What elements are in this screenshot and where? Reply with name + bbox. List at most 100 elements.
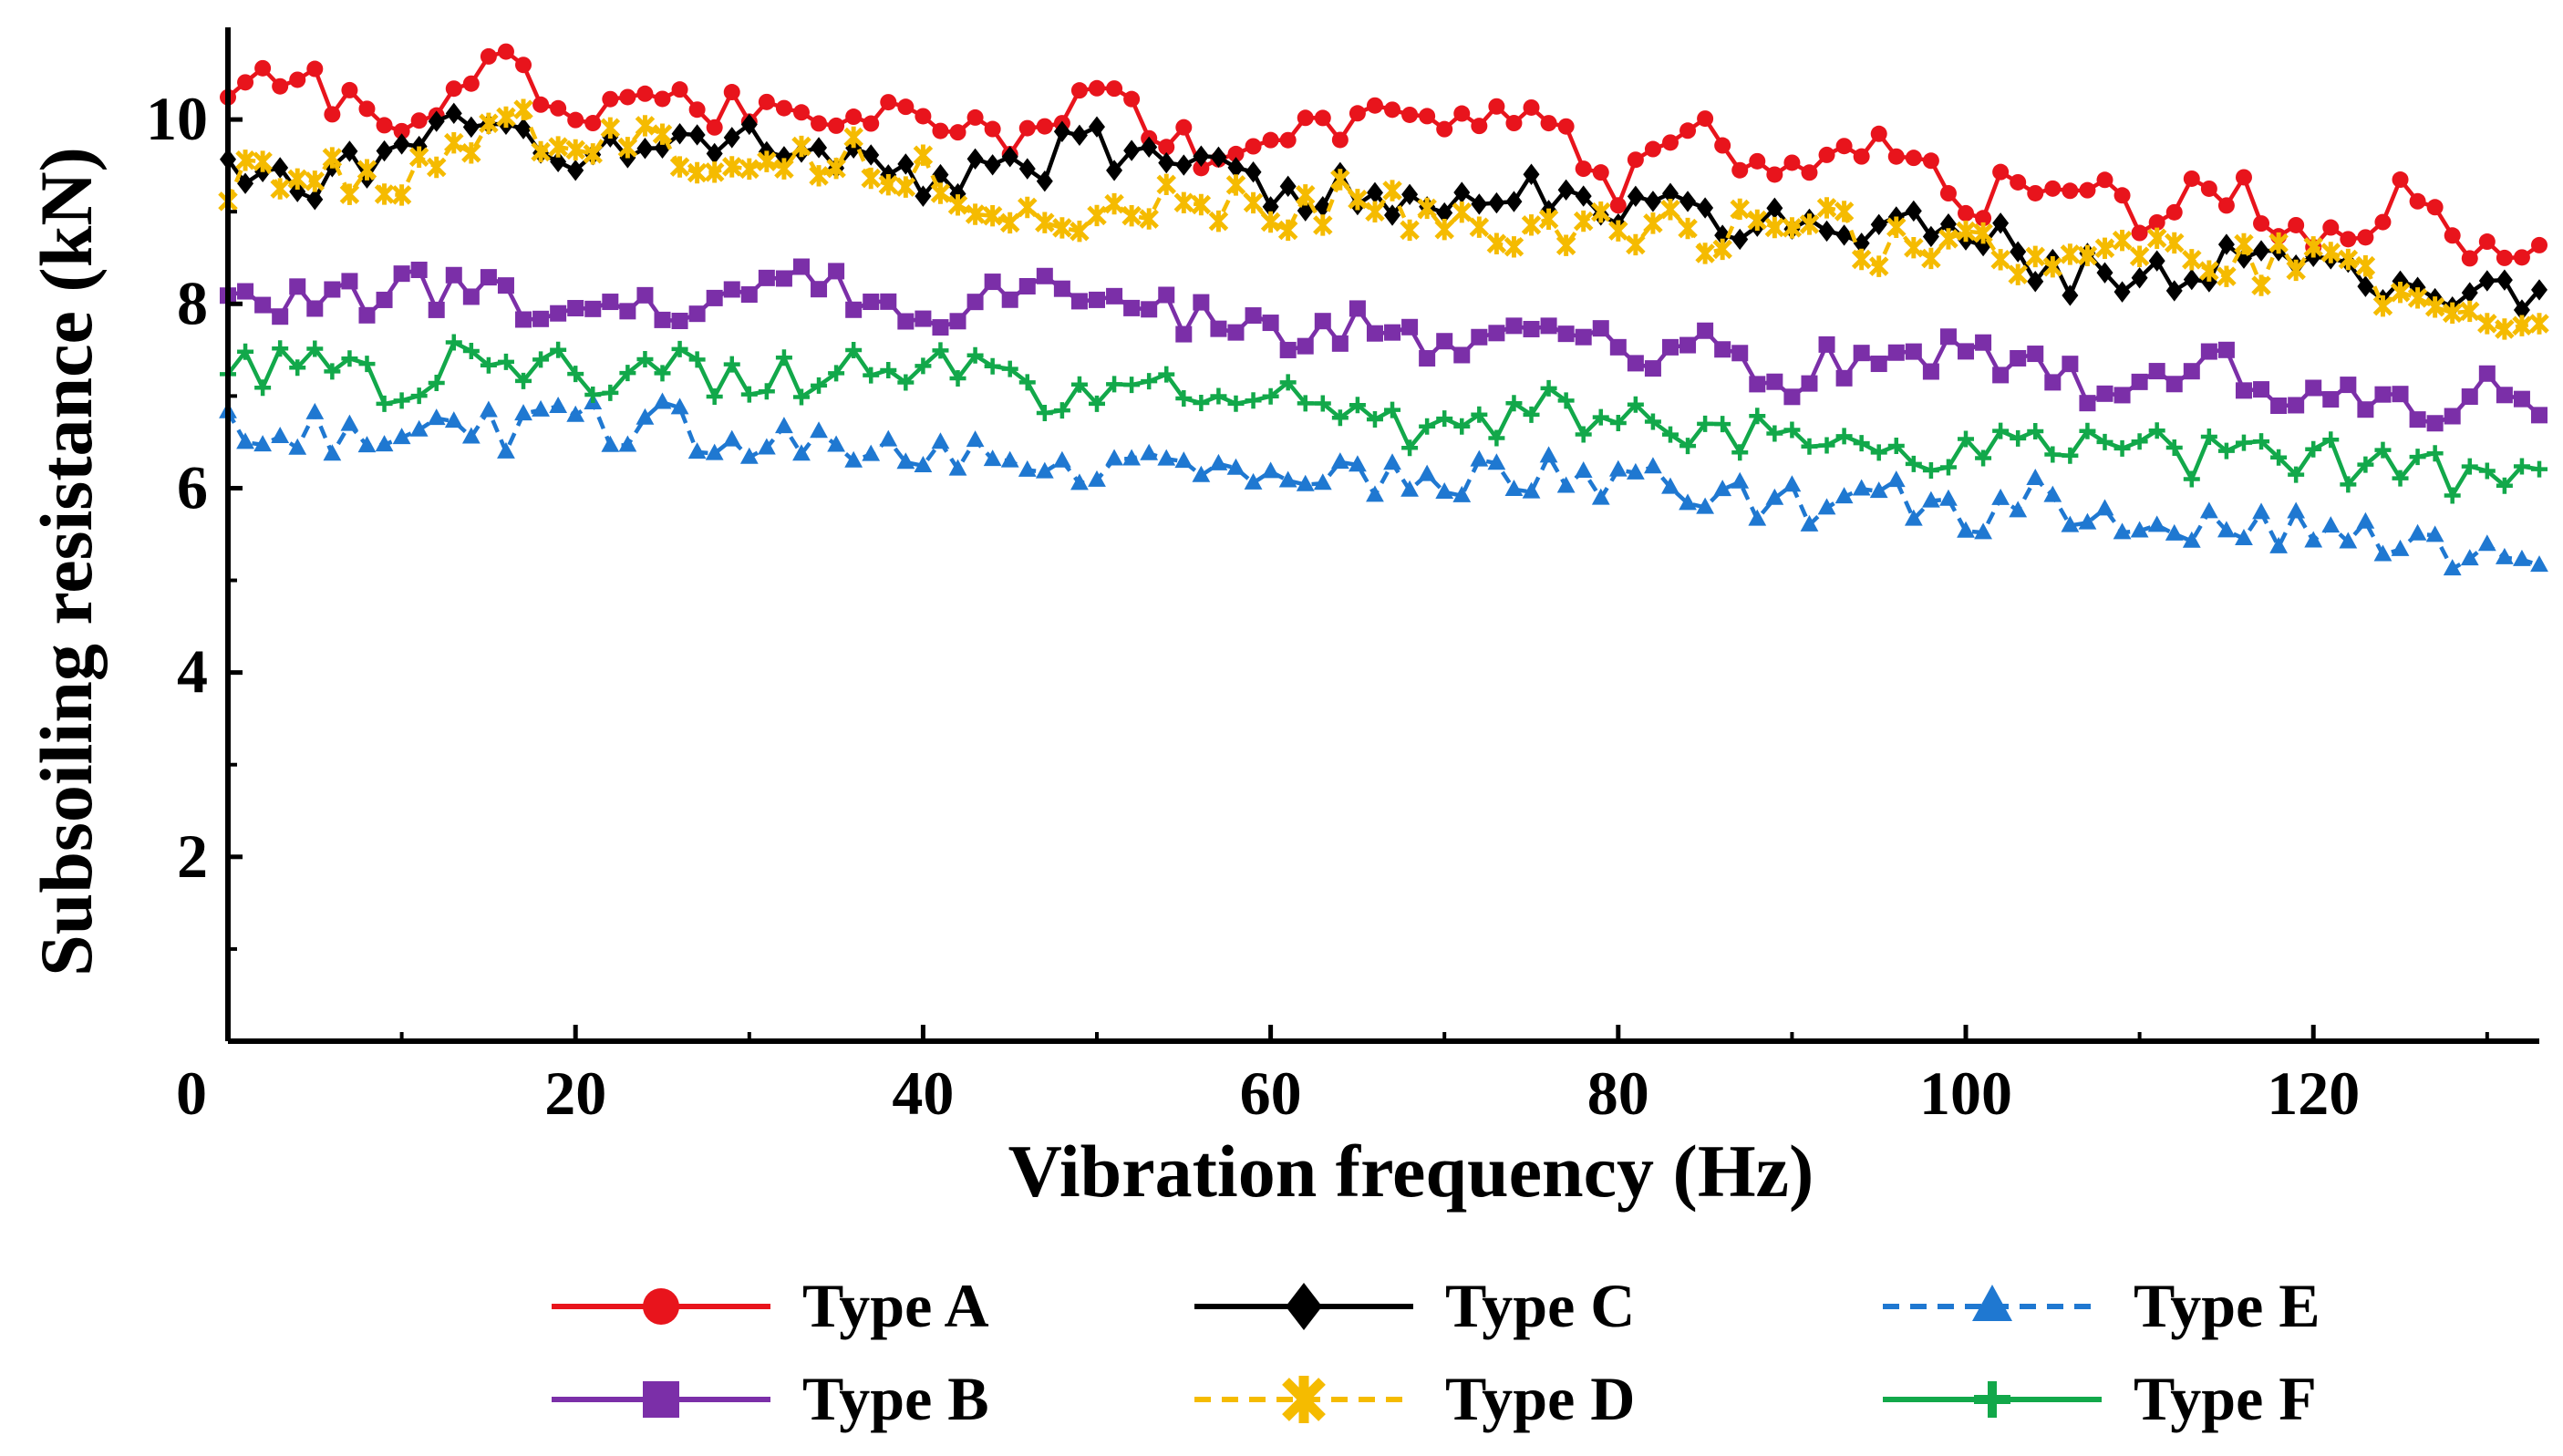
x-tick-label: 120 bbox=[2267, 1058, 2360, 1128]
data-point bbox=[306, 340, 324, 357]
data-point bbox=[2424, 296, 2445, 318]
data-point bbox=[2234, 232, 2254, 255]
data-point bbox=[600, 117, 621, 139]
data-point bbox=[1818, 220, 1835, 243]
data-point bbox=[1939, 459, 1957, 476]
data-point bbox=[1209, 453, 1228, 470]
data-point bbox=[1905, 455, 1922, 472]
data-point bbox=[497, 277, 514, 294]
data-point bbox=[1471, 193, 1488, 215]
data-point bbox=[897, 313, 915, 330]
data-point bbox=[2010, 173, 2027, 191]
data-point bbox=[1538, 208, 1559, 231]
data-point bbox=[1782, 217, 1803, 239]
data-point bbox=[740, 113, 758, 136]
data-point bbox=[2253, 433, 2270, 450]
data-point bbox=[1749, 408, 1766, 425]
data-point bbox=[1765, 488, 1784, 505]
data-point bbox=[1383, 453, 1401, 470]
data-point bbox=[376, 395, 393, 412]
data-point bbox=[1714, 224, 1731, 246]
data-point bbox=[2513, 549, 2531, 566]
data-point bbox=[896, 452, 915, 470]
data-point bbox=[2357, 275, 2374, 297]
data-point bbox=[1245, 307, 1262, 325]
data-point bbox=[2025, 245, 2046, 268]
data-point bbox=[2113, 281, 2131, 303]
data-point bbox=[1887, 148, 1905, 165]
legend-label: Type F bbox=[2134, 1364, 2317, 1433]
data-point bbox=[2391, 539, 2410, 556]
data-point bbox=[272, 308, 289, 325]
data-point bbox=[1590, 201, 1611, 223]
data-point bbox=[1035, 461, 1054, 479]
data-point bbox=[2252, 502, 2270, 520]
data-point bbox=[1175, 119, 1193, 136]
data-point bbox=[341, 140, 358, 162]
data-point bbox=[2322, 219, 2340, 236]
data-point bbox=[984, 357, 1001, 375]
data-point bbox=[879, 429, 898, 447]
data-point bbox=[1939, 328, 1957, 346]
data-point bbox=[2096, 262, 2113, 284]
data-point bbox=[1731, 471, 1750, 489]
series-type-d bbox=[218, 98, 2549, 340]
data-point bbox=[2513, 390, 2530, 408]
data-point bbox=[2027, 346, 2044, 363]
data-point bbox=[1783, 475, 1802, 492]
data-point bbox=[324, 106, 341, 123]
data-point bbox=[1089, 116, 1106, 138]
legend-marker bbox=[643, 1288, 679, 1325]
data-point bbox=[1193, 145, 1210, 167]
data-point bbox=[567, 300, 584, 317]
data-point bbox=[2496, 269, 2513, 291]
data-point bbox=[2217, 233, 2235, 255]
data-point bbox=[1958, 430, 1975, 448]
data-point bbox=[1139, 208, 1159, 230]
data-point bbox=[323, 444, 342, 461]
data-point bbox=[1227, 145, 1245, 162]
data-point bbox=[688, 305, 706, 323]
legend-item-type-c: Type C bbox=[1194, 1271, 1635, 1340]
data-point bbox=[1123, 299, 1141, 316]
data-point bbox=[496, 106, 516, 129]
data-point bbox=[1556, 476, 1576, 493]
data-point bbox=[636, 138, 654, 160]
data-point bbox=[237, 343, 254, 360]
data-point bbox=[1488, 98, 1505, 115]
data-point bbox=[1992, 212, 2010, 234]
data-point bbox=[1835, 369, 1853, 387]
data-point bbox=[983, 449, 1002, 467]
data-point bbox=[1436, 333, 1453, 350]
data-point bbox=[2200, 180, 2217, 197]
data-point bbox=[828, 263, 845, 280]
data-point bbox=[2304, 531, 2323, 548]
data-point bbox=[1539, 446, 1558, 463]
data-point bbox=[1816, 197, 1837, 219]
data-point bbox=[2512, 315, 2532, 336]
data-point bbox=[2094, 237, 2115, 259]
data-point bbox=[669, 156, 690, 178]
data-point bbox=[2357, 401, 2374, 418]
data-point bbox=[1869, 481, 1888, 499]
data-point bbox=[1921, 247, 1941, 270]
data-point bbox=[1592, 320, 1609, 337]
data-point bbox=[1436, 410, 1453, 428]
data-point bbox=[1227, 157, 1245, 179]
data-point bbox=[2496, 477, 2513, 494]
data-point bbox=[1747, 209, 1768, 232]
data-point bbox=[1106, 376, 1123, 393]
data-point bbox=[2113, 187, 2131, 204]
data-point bbox=[1713, 480, 1732, 497]
data-point bbox=[358, 356, 376, 373]
data-point bbox=[949, 182, 966, 205]
data-point bbox=[1295, 184, 1316, 206]
data-point bbox=[1938, 228, 1958, 250]
data-point bbox=[915, 185, 932, 207]
data-point bbox=[1799, 213, 1820, 235]
data-point bbox=[1018, 460, 1037, 477]
data-point bbox=[1505, 115, 1523, 132]
data-point bbox=[1104, 192, 1124, 215]
data-point bbox=[2305, 440, 2322, 458]
data-point bbox=[376, 291, 393, 308]
